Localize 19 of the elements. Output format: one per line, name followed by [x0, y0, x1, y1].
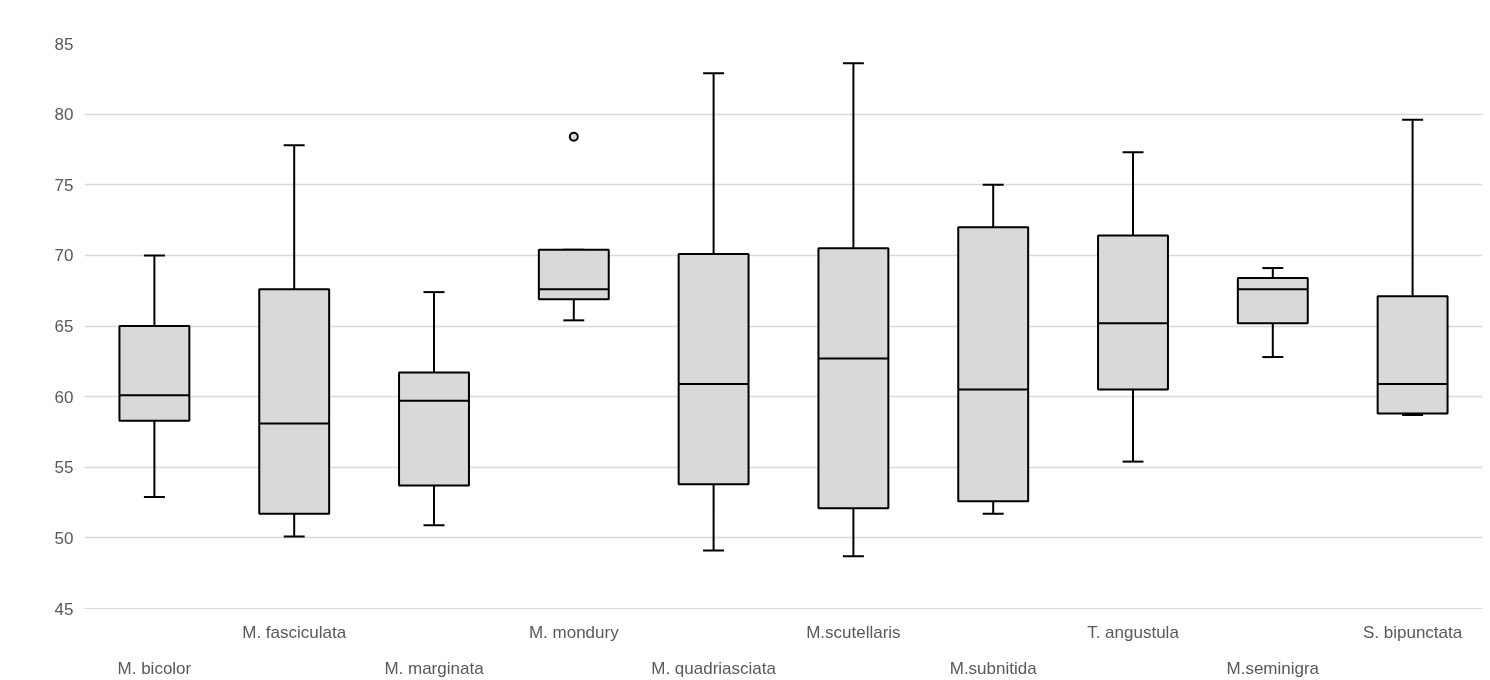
y-tick-label: 70: [54, 246, 74, 266]
x-tick-label: M.seminigra: [1226, 658, 1320, 678]
y-tick-label: 65: [54, 317, 74, 336]
y-tick-label: 80: [54, 105, 74, 125]
y-tick-label: 85: [54, 34, 74, 54]
y-tick-label: 45: [54, 599, 74, 619]
x-tick-label: M. mondury: [528, 622, 620, 642]
x-tick-label: S. bipunctata: [1362, 622, 1463, 642]
x-tick-label: M. fasciculata: [242, 622, 347, 642]
y-tick-label: 55: [54, 458, 74, 478]
x-tick-label: M.scutellaris: [806, 622, 901, 642]
x-tick-label: M. bicolor: [117, 658, 192, 678]
x-tick-label: M. quadriasciata: [651, 658, 777, 678]
y-tick-label: 50: [54, 528, 74, 548]
y-tick-label: 60: [54, 387, 74, 407]
x-tick-label: M.subnitida: [949, 658, 1038, 678]
x-tick-label: T. angustula: [1087, 622, 1180, 642]
y-tick-label: 75: [54, 175, 74, 195]
x-tick-label: M. marginata: [384, 658, 485, 678]
